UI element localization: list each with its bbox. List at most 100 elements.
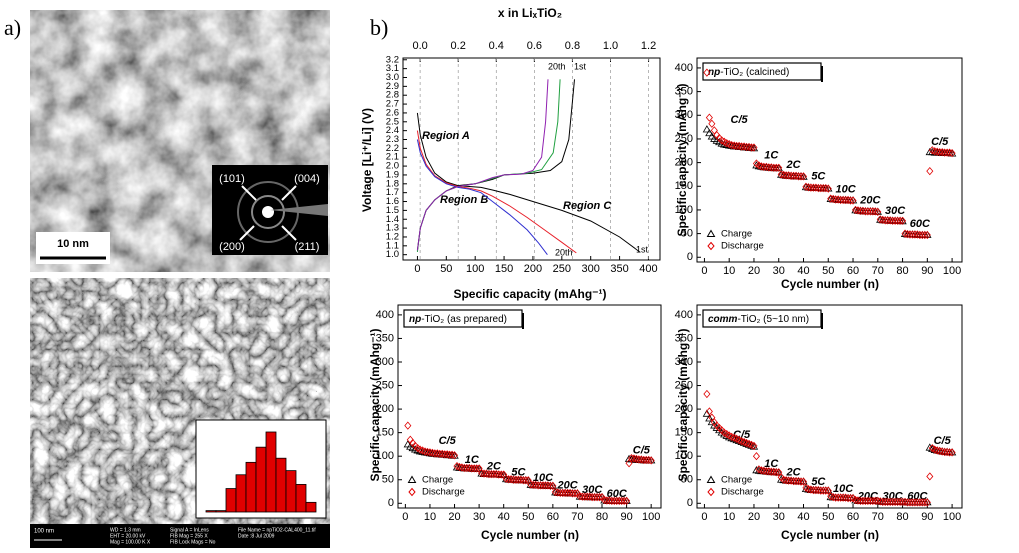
data-point: [596, 493, 604, 502]
data-point: [941, 148, 949, 157]
y-tick-label: 350: [675, 86, 693, 98]
annotation: 20th: [548, 61, 566, 71]
data-point: [921, 498, 929, 507]
x-tick-label: 250: [553, 263, 571, 275]
data-point: [762, 162, 770, 171]
data-point: [705, 414, 714, 422]
histogram-bar: [295, 484, 307, 513]
data-point: [806, 183, 816, 191]
data-point: [568, 489, 577, 498]
info-text: WD = 1.3 mm: [110, 527, 141, 533]
data-point: [593, 493, 601, 502]
data-point: [842, 493, 850, 502]
info-text: File Name = npTiO2-CAL400_11.tif: [238, 527, 316, 533]
data-point: [752, 466, 761, 474]
y-tick-label: 1.3: [386, 223, 399, 234]
annotation: 1st: [574, 61, 587, 71]
data-point: [627, 453, 636, 463]
data-point: [705, 113, 713, 122]
annotation: 10C: [533, 472, 554, 484]
data-point: [546, 481, 554, 490]
data-point: [705, 128, 714, 137]
data-point: [874, 496, 882, 506]
y-tick-label: 1.5: [386, 205, 399, 216]
y-tick-label: 50: [681, 228, 693, 240]
data-point: [735, 141, 743, 151]
data-point: [703, 68, 711, 77]
data-point: [487, 469, 495, 479]
histogram-bar: [205, 510, 217, 513]
x-tick-label: 40: [797, 511, 809, 523]
data-point: [610, 496, 618, 506]
data-point: [451, 451, 459, 460]
data-point: [841, 195, 850, 203]
data-point: [901, 229, 909, 238]
data-point: [541, 481, 550, 490]
data-point: [583, 492, 591, 501]
data-point: [576, 492, 584, 501]
annotation: Region A: [422, 130, 470, 142]
data-point: [908, 498, 916, 507]
data-point: [819, 486, 827, 495]
data-point: [898, 497, 907, 505]
y-tick-label: 300: [376, 356, 394, 368]
data-point: [948, 149, 956, 158]
scale-label: 100 nm: [34, 529, 54, 535]
data-point: [856, 206, 865, 214]
data-point: [640, 455, 648, 465]
data-point: [935, 446, 944, 454]
data-point: [817, 486, 825, 495]
histogram: [205, 431, 317, 513]
y-tick-label: 2.6: [386, 107, 399, 118]
chart: 0 50 100 150 200 250 300 350 400 0 10 20 30 40 50 60 70 8…: [368, 304, 662, 542]
y-tick-label: 1.9: [386, 169, 399, 180]
data-point: [913, 230, 921, 239]
data-point: [804, 183, 812, 192]
x-tick-label: 60: [847, 511, 859, 523]
data-point: [605, 496, 613, 505]
x-tick-label: 50: [822, 265, 834, 277]
x-tick-label: 10: [723, 265, 735, 277]
data-point: [750, 143, 758, 152]
data-point: [755, 161, 763, 170]
y-tick-label: 1.8: [386, 178, 399, 189]
data-point: [797, 477, 805, 486]
x-tick-label: 0: [701, 511, 707, 523]
data-point: [901, 497, 909, 506]
plot-frame: [397, 304, 662, 509]
y-tick-label: 2.8: [386, 90, 399, 101]
title-shadow: [821, 66, 823, 82]
data-point: [923, 498, 931, 507]
legend-label: Charge: [721, 475, 752, 486]
data-point: [933, 446, 942, 454]
annotation: 60C: [607, 488, 628, 500]
x-tick-label: 90: [921, 265, 933, 277]
data-point: [782, 171, 790, 180]
data-point: [809, 485, 817, 495]
data-point: [780, 170, 788, 180]
data-point: [623, 496, 631, 506]
data-point: [876, 215, 884, 224]
data-point: [762, 467, 770, 476]
data-point: [537, 481, 545, 490]
data-point: [637, 455, 645, 464]
data-point: [428, 448, 436, 458]
data-point: [790, 477, 798, 486]
chart-title: np-TiO₂ (as prepared): [409, 314, 507, 325]
x-tick-label: 30: [473, 511, 485, 523]
data-point: [738, 142, 746, 151]
data-point: [856, 496, 864, 506]
plot-frame: [696, 57, 963, 263]
data-point: [745, 142, 753, 152]
data-point: [886, 216, 894, 225]
plot-frame: [696, 304, 963, 509]
data-point: [782, 476, 790, 485]
y-tick-label: 150: [675, 180, 693, 192]
y-tick-label: 2.9: [386, 81, 399, 92]
y-tick-label: 100: [376, 450, 394, 462]
data-point: [760, 162, 768, 171]
data-point: [869, 496, 877, 506]
saed-label: (200): [219, 241, 245, 253]
data-point: [458, 463, 466, 472]
